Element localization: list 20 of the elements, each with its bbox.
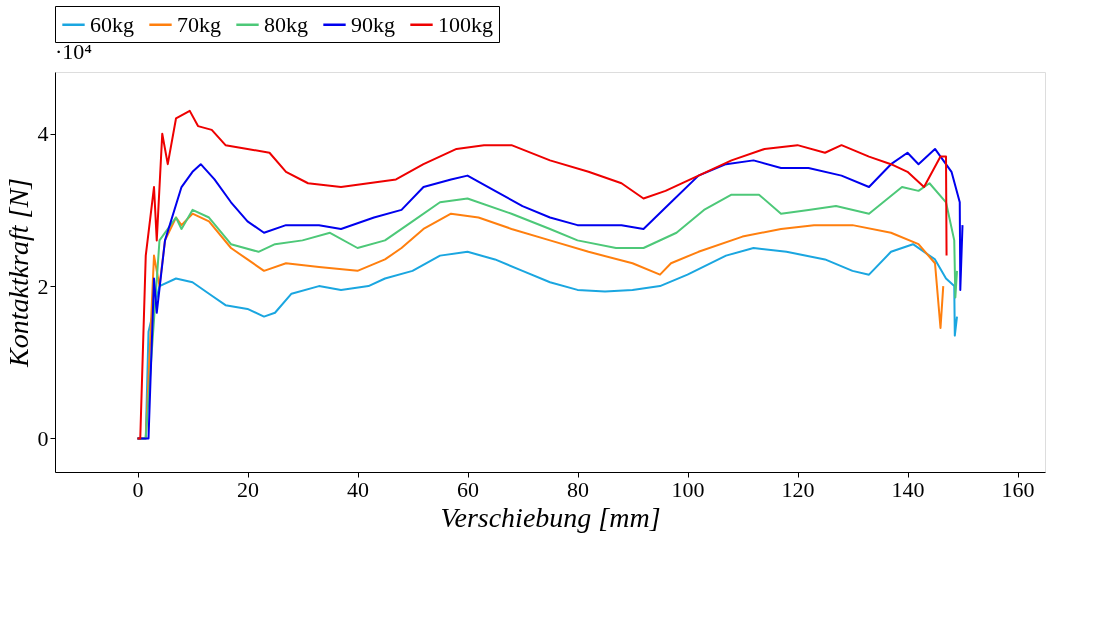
- x-tick-label: 80: [567, 476, 589, 502]
- legend-label: 100kg: [438, 11, 493, 37]
- x-axis-title: Verschiebung [mm]: [440, 501, 661, 533]
- x-tick-label: 0: [132, 476, 144, 502]
- x-tick-label: 40: [347, 476, 369, 502]
- legend-label: 70kg: [177, 11, 221, 37]
- x-tick-label: 140: [891, 476, 925, 502]
- x-tick-label: 120: [781, 476, 815, 502]
- legend-label: 80kg: [264, 11, 308, 37]
- legend-label: 60kg: [90, 11, 134, 37]
- y-tick-label: 2: [37, 273, 49, 299]
- x-tick-label: 100: [671, 476, 705, 502]
- x-tick-label: 60: [457, 476, 479, 502]
- legend-label: 90kg: [351, 11, 395, 37]
- y-tick-label: 0: [37, 425, 49, 451]
- text: ·10⁴: [55, 39, 93, 64]
- x-tick-label: 20: [237, 476, 259, 502]
- x-tick-label: 160: [1001, 476, 1035, 502]
- y-axis-title: Kontaktkraft [N]: [2, 177, 34, 369]
- y-tick-label: 4: [37, 121, 49, 147]
